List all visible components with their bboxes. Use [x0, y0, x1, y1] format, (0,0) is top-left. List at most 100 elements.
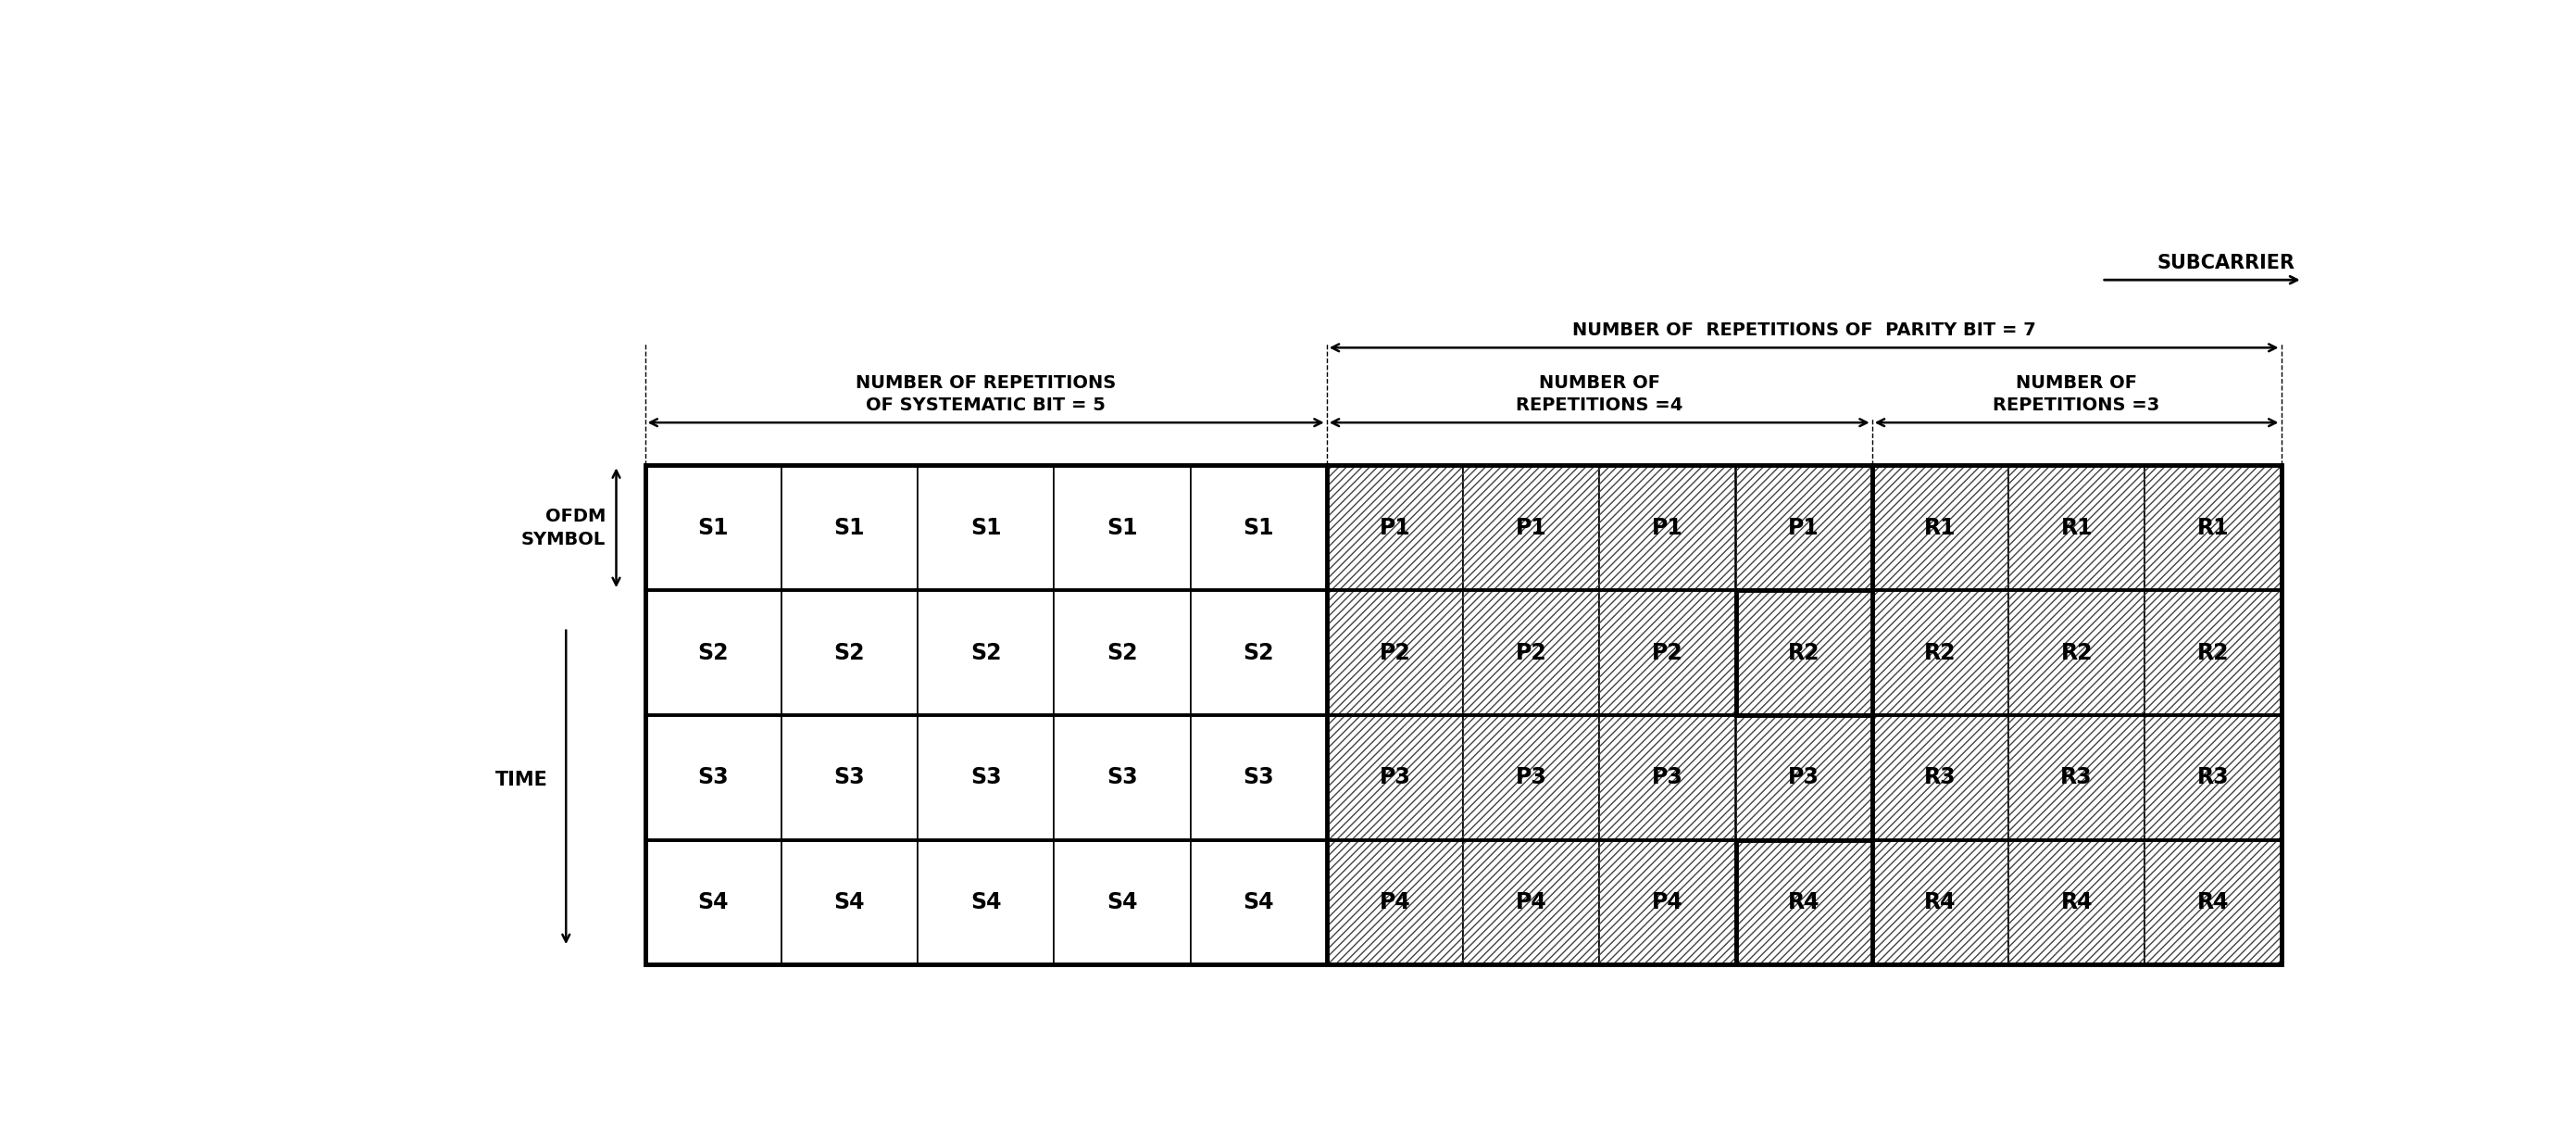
Bar [2146, 840, 2282, 964]
Bar [2146, 465, 2282, 590]
Bar [1327, 465, 1463, 590]
Bar [1873, 715, 2009, 840]
Bar [2009, 840, 2146, 964]
Bar [917, 465, 1054, 590]
Text: NUMBER OF  REPETITIONS OF  PARITY BIT = 7: NUMBER OF REPETITIONS OF PARITY BIT = 7 [1571, 321, 2035, 340]
Text: OFDM
SYMBOL: OFDM SYMBOL [520, 507, 605, 548]
Text: P4: P4 [1378, 891, 1412, 914]
Bar [2009, 590, 2146, 715]
Bar [1600, 715, 1736, 840]
Bar [2009, 465, 2146, 590]
Text: SUBCARRIER: SUBCARRIER [2159, 255, 2295, 273]
Bar [1600, 590, 1736, 715]
Text: P3: P3 [1515, 766, 1546, 789]
Bar [917, 590, 1054, 715]
Bar [1054, 590, 1190, 715]
Text: S4: S4 [698, 891, 729, 914]
Text: P2: P2 [1378, 642, 1412, 663]
Bar [781, 840, 917, 964]
Bar [644, 590, 781, 715]
Text: R2: R2 [2197, 642, 2228, 663]
Text: S2: S2 [698, 642, 729, 663]
Bar [1190, 715, 1327, 840]
Text: R3: R3 [2197, 766, 2228, 789]
Bar [2146, 715, 2282, 840]
Bar [1873, 590, 2009, 715]
Bar [1463, 590, 1600, 715]
Text: P2: P2 [1515, 642, 1546, 663]
Text: S3: S3 [698, 766, 729, 789]
Bar [644, 840, 781, 964]
Bar [1463, 465, 1600, 590]
Text: S3: S3 [1242, 766, 1275, 789]
Text: R2: R2 [1924, 642, 1955, 663]
Text: P4: P4 [1515, 891, 1546, 914]
Text: S2: S2 [1244, 642, 1275, 663]
Bar [1600, 840, 1736, 964]
Bar [1873, 715, 2009, 840]
Bar [1736, 715, 1873, 840]
Text: S2: S2 [971, 642, 1002, 663]
Text: P2: P2 [1651, 642, 1682, 663]
Bar [1736, 465, 1873, 590]
Bar [1873, 590, 2009, 715]
Bar [1873, 840, 2009, 964]
Text: S1: S1 [835, 516, 866, 539]
Text: NUMBER OF REPETITIONS
OF SYSTEMATIC BIT = 5: NUMBER OF REPETITIONS OF SYSTEMATIC BIT … [855, 375, 1115, 414]
Bar [1054, 465, 1190, 590]
Text: R1: R1 [2061, 516, 2092, 539]
Text: P1: P1 [1788, 516, 1819, 539]
Text: S1: S1 [1108, 516, 1139, 539]
Bar [1190, 590, 1327, 715]
Bar [1463, 590, 1600, 715]
Bar [644, 465, 781, 590]
Bar [1600, 840, 1736, 964]
Bar [1873, 840, 2009, 964]
Bar [2009, 840, 2146, 964]
Bar [2009, 715, 2146, 840]
Bar [1327, 590, 1463, 715]
Text: R4: R4 [2197, 891, 2228, 914]
Bar [1736, 590, 1873, 715]
Bar [1600, 715, 1736, 840]
Bar [781, 715, 917, 840]
Bar [917, 715, 1054, 840]
Text: P1: P1 [1651, 516, 1682, 539]
Text: R4: R4 [1788, 891, 1819, 914]
Text: R3: R3 [2061, 766, 2092, 789]
Bar [1327, 715, 1463, 840]
Text: P1: P1 [1378, 516, 1412, 539]
Bar [1463, 840, 1600, 964]
Text: P1: P1 [1515, 516, 1546, 539]
Text: R1: R1 [2197, 516, 2228, 539]
Bar [781, 465, 917, 590]
Bar [2146, 590, 2282, 715]
Text: S4: S4 [1108, 891, 1139, 914]
Text: R4: R4 [2061, 891, 2092, 914]
Bar [1327, 840, 1463, 964]
Text: R3: R3 [1924, 766, 1955, 789]
Bar [1463, 715, 1600, 840]
Text: NUMBER OF
REPETITIONS =3: NUMBER OF REPETITIONS =3 [1994, 375, 2161, 414]
Bar [1736, 840, 1873, 964]
Bar [1736, 590, 1873, 715]
Bar [1600, 465, 1736, 590]
Bar [1736, 715, 1873, 840]
Bar [1327, 465, 1463, 590]
Text: S3: S3 [1108, 766, 1139, 789]
Text: S2: S2 [1108, 642, 1139, 663]
Bar [1600, 590, 1736, 715]
Bar [1463, 465, 1600, 590]
Bar [1054, 715, 1190, 840]
Bar [2146, 465, 2282, 590]
Text: TIME: TIME [495, 771, 549, 789]
Bar [1327, 590, 1463, 715]
Bar [1600, 465, 1736, 590]
Text: P4: P4 [1651, 891, 1682, 914]
Text: NUMBER OF
REPETITIONS =4: NUMBER OF REPETITIONS =4 [1515, 375, 1682, 414]
Text: S1: S1 [698, 516, 729, 539]
Text: R2: R2 [1788, 642, 1819, 663]
Text: S1: S1 [1244, 516, 1275, 539]
Text: R1: R1 [1924, 516, 1955, 539]
Bar [917, 840, 1054, 964]
